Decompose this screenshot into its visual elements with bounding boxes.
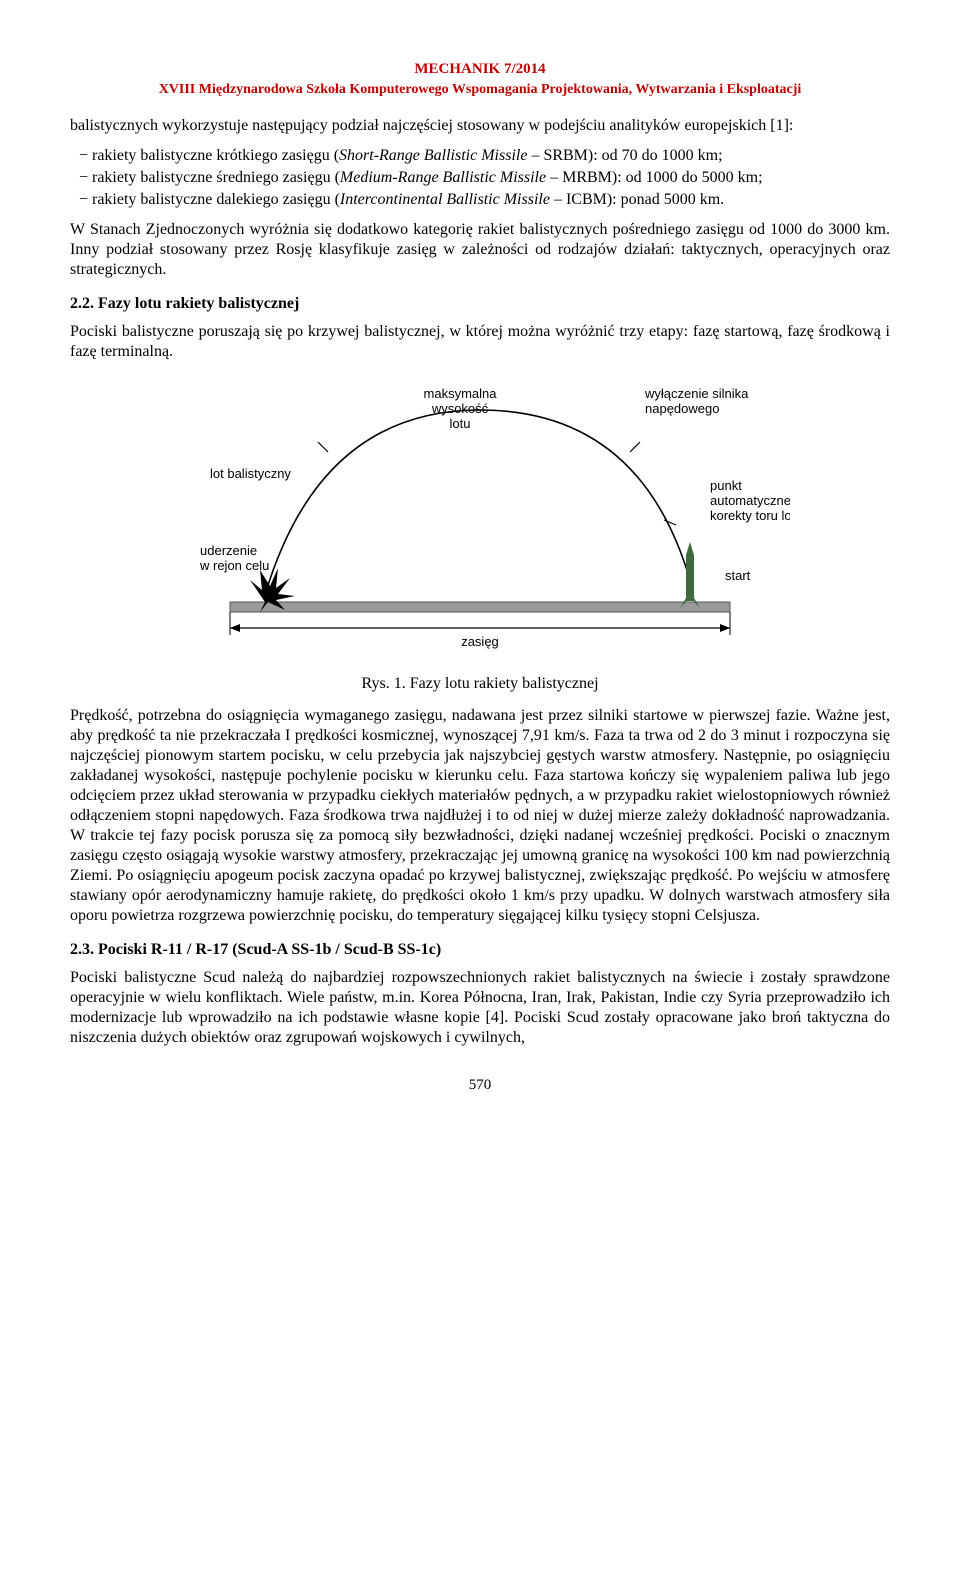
list-item: rakiety balistyczne dalekiego zasięgu (I… <box>92 190 890 210</box>
section-2-3-text: Pociski balistyczne Scud należą do najba… <box>70 968 890 1048</box>
max-alt-2: wysokość <box>431 401 489 416</box>
figure-1: zasięg lot balistyczny maksymalna wysoko… <box>70 380 890 666</box>
paragraph-after-figure: Prędkość, potrzebna do osiągnięcia wymag… <box>70 706 890 926</box>
impact-2: w rejon celu <box>199 558 269 573</box>
engine-off-2: napędowego <box>645 401 719 416</box>
tick-autocorr <box>664 520 676 525</box>
autocorr-1: punkt <box>710 478 742 493</box>
missile-icon <box>680 542 700 608</box>
tick-engine-off <box>630 442 640 452</box>
page-number: 570 <box>70 1076 890 1095</box>
ground-rect <box>230 602 730 612</box>
max-alt-3: lotu <box>450 416 471 431</box>
autocorr-2: automatycznej <box>710 493 790 508</box>
arrowhead-left-icon <box>230 624 240 632</box>
section-2-2-heading: 2.2. Fazy lotu rakiety balistycznej <box>70 294 890 314</box>
ballistic-flight-label: lot balistyczny <box>210 466 291 481</box>
max-alt-1: maksymalna <box>424 386 498 401</box>
impact-1: uderzenie <box>200 543 257 558</box>
li-prefix: rakiety balistyczne dalekiego zasięgu ( <box>92 191 340 208</box>
section-2-3-heading: 2.3. Pociski R-11 / R-17 (Scud-A SS-1b /… <box>70 940 890 960</box>
trajectory-arc <box>265 410 690 595</box>
li-prefix: rakiety balistyczne średniego zasięgu ( <box>92 169 340 186</box>
li-suffix: – SRBM): od 70 do 1000 km; <box>527 147 722 164</box>
classification-list: rakiety balistyczne krótkiego zasięgu (S… <box>70 146 890 210</box>
tick-ballistic <box>318 442 328 452</box>
list-item: rakiety balistyczne średniego zasięgu (M… <box>92 168 890 188</box>
li-italic: Short-Range Ballistic Missile <box>339 147 527 164</box>
li-italic: Intercontinental Ballistic Missile <box>340 191 550 208</box>
conference-title: XVIII Międzynarodowa Szkoła Komputeroweg… <box>70 81 890 99</box>
figure-caption: Rys. 1. Fazy lotu rakiety balistycznej <box>70 674 890 694</box>
li-italic: Medium-Range Ballistic Missile <box>340 169 546 186</box>
range-label: zasięg <box>461 634 499 649</box>
section-2-2-text: Pociski balistyczne poruszają się po krz… <box>70 322 890 362</box>
autocorr-3: korekty toru lotu <box>710 508 790 523</box>
li-suffix: – ICBM): ponad 5000 km. <box>550 191 724 208</box>
paragraph-after-list: W Stanach Zjednoczonych wyróżnia się dod… <box>70 220 890 280</box>
engine-off-1: wyłączenie silnika <box>644 386 749 401</box>
list-item: rakiety balistyczne krótkiego zasięgu (S… <box>92 146 890 166</box>
intro-paragraph: balistycznych wykorzystuje następujący p… <box>70 116 890 136</box>
journal-title: MECHANIK 7/2014 <box>70 60 890 79</box>
li-suffix: – MRBM): od 1000 do 5000 km; <box>546 169 762 186</box>
li-prefix: rakiety balistyczne krótkiego zasięgu ( <box>92 147 339 164</box>
arrowhead-right-icon <box>720 624 730 632</box>
start-label: start <box>725 568 751 583</box>
trajectory-diagram: zasięg lot balistyczny maksymalna wysoko… <box>170 380 790 660</box>
